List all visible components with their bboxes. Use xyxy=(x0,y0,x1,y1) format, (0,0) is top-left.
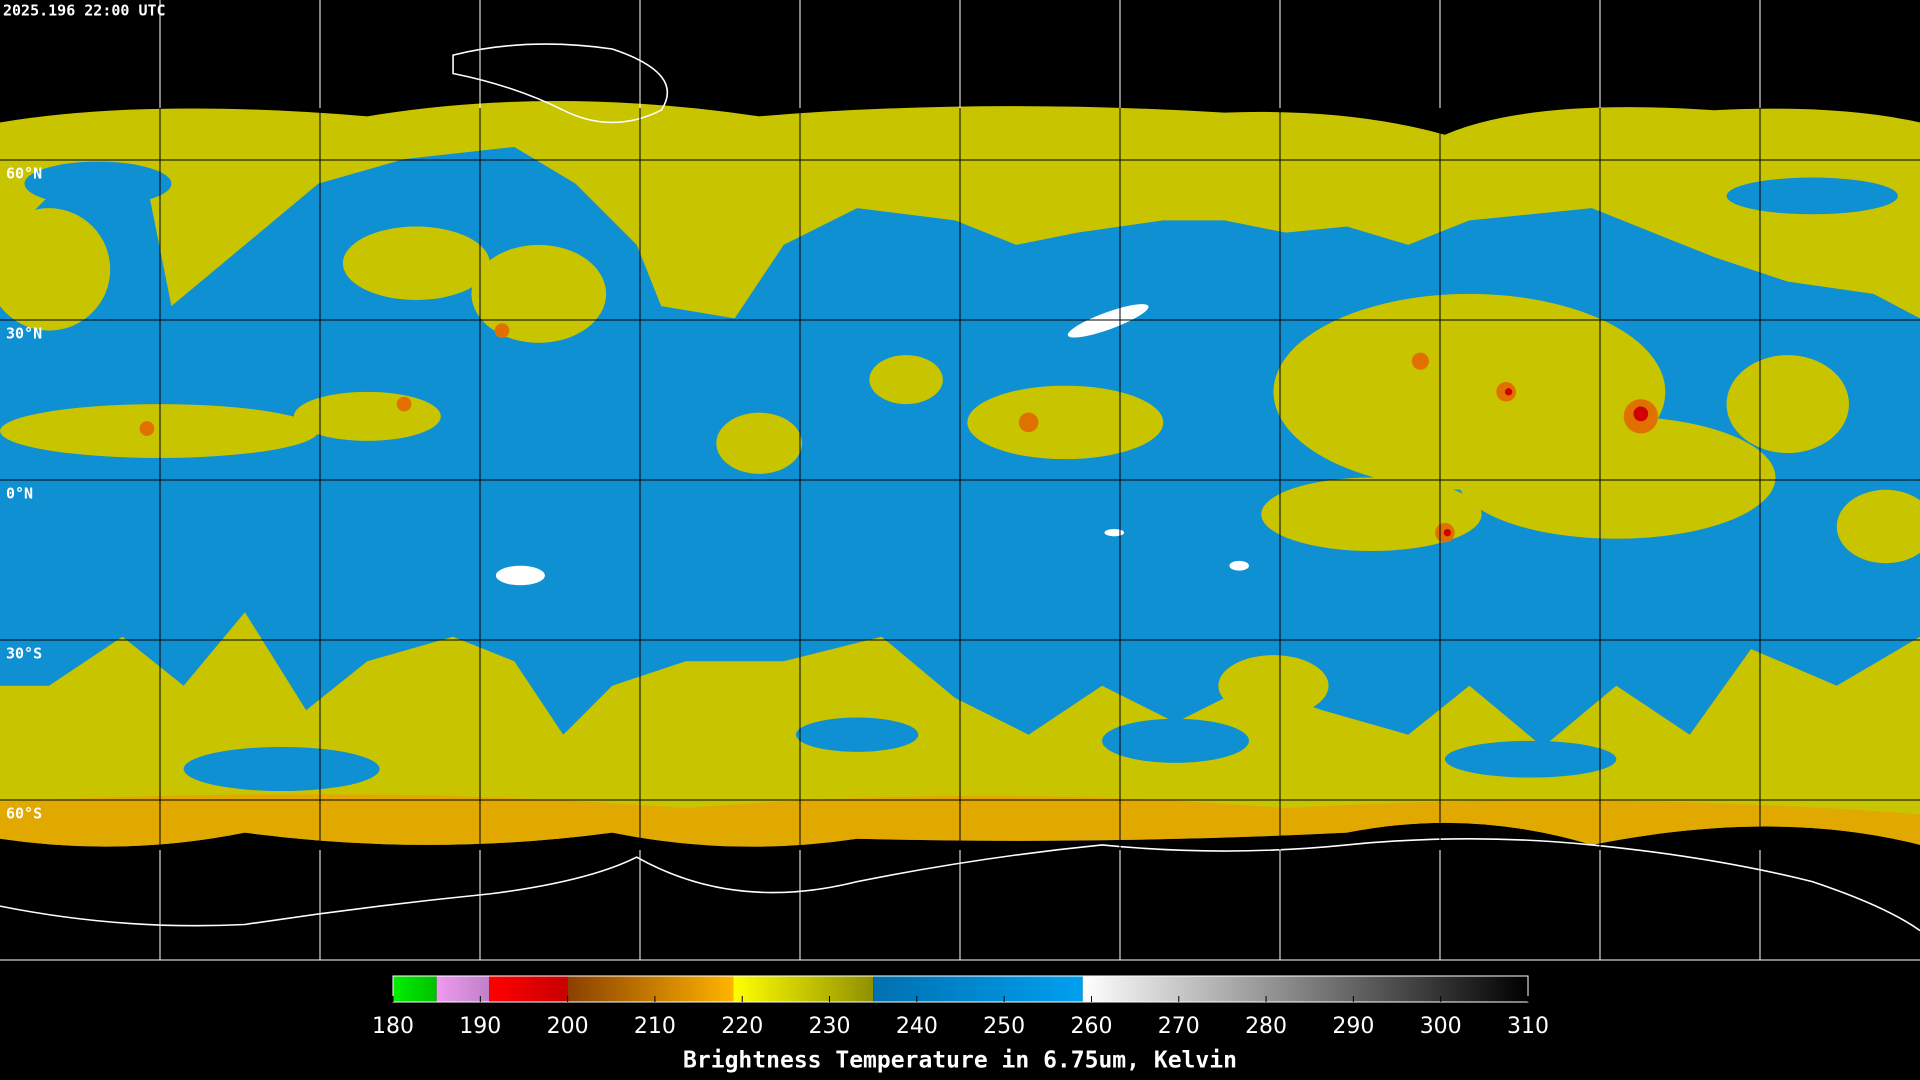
colorbar-tick-label: 280 xyxy=(1245,1014,1287,1039)
lat-label: 60°S xyxy=(6,805,42,823)
lat-label: 0°N xyxy=(6,485,33,503)
graticule xyxy=(0,0,1920,961)
warm-spots xyxy=(495,304,1249,586)
colorbar-title: Brightness Temperature in 6.75um, Kelvin xyxy=(683,1048,1237,1074)
colorbar-tick-label: 250 xyxy=(983,1014,1025,1039)
timestamp: 2025.196 22:00 UTC xyxy=(3,2,166,20)
coastlines xyxy=(0,43,1920,932)
colorbar-segment xyxy=(733,976,874,1002)
colorbar-tick-label: 310 xyxy=(1507,1014,1549,1039)
colorbar-tick-label: 240 xyxy=(896,1014,938,1039)
colorbar-tick-label: 220 xyxy=(721,1014,763,1039)
colorbar-segment xyxy=(1082,976,1528,1002)
colorbar-segment xyxy=(436,976,490,1002)
colorbar-segment xyxy=(393,976,437,1002)
colorbar-tick-label: 190 xyxy=(459,1014,501,1039)
colorbar-tick-label: 260 xyxy=(1070,1014,1112,1039)
dry-swirls xyxy=(24,161,1898,792)
colorbar-tick-label: 210 xyxy=(634,1014,676,1039)
colorbar-segment xyxy=(567,976,734,1002)
colorbar-segment xyxy=(489,976,568,1002)
colorbar-tick-label: 230 xyxy=(809,1014,851,1039)
lat-label: 60°N xyxy=(6,165,42,183)
colorbar-tick-label: 270 xyxy=(1158,1014,1200,1039)
colorbar-tick-label: 180 xyxy=(372,1014,414,1039)
colorbar-segment xyxy=(873,976,1083,1002)
colorbar-tick-label: 200 xyxy=(547,1014,589,1039)
colorbar-tick-label: 300 xyxy=(1420,1014,1462,1039)
colorbar-border xyxy=(392,975,1529,1003)
moist-regions xyxy=(0,208,1920,717)
lat-label: 30°S xyxy=(6,645,42,663)
deep-convection xyxy=(1443,388,1649,537)
lat-label: 30°N xyxy=(6,325,42,343)
colorbar-tick-label: 290 xyxy=(1332,1014,1374,1039)
